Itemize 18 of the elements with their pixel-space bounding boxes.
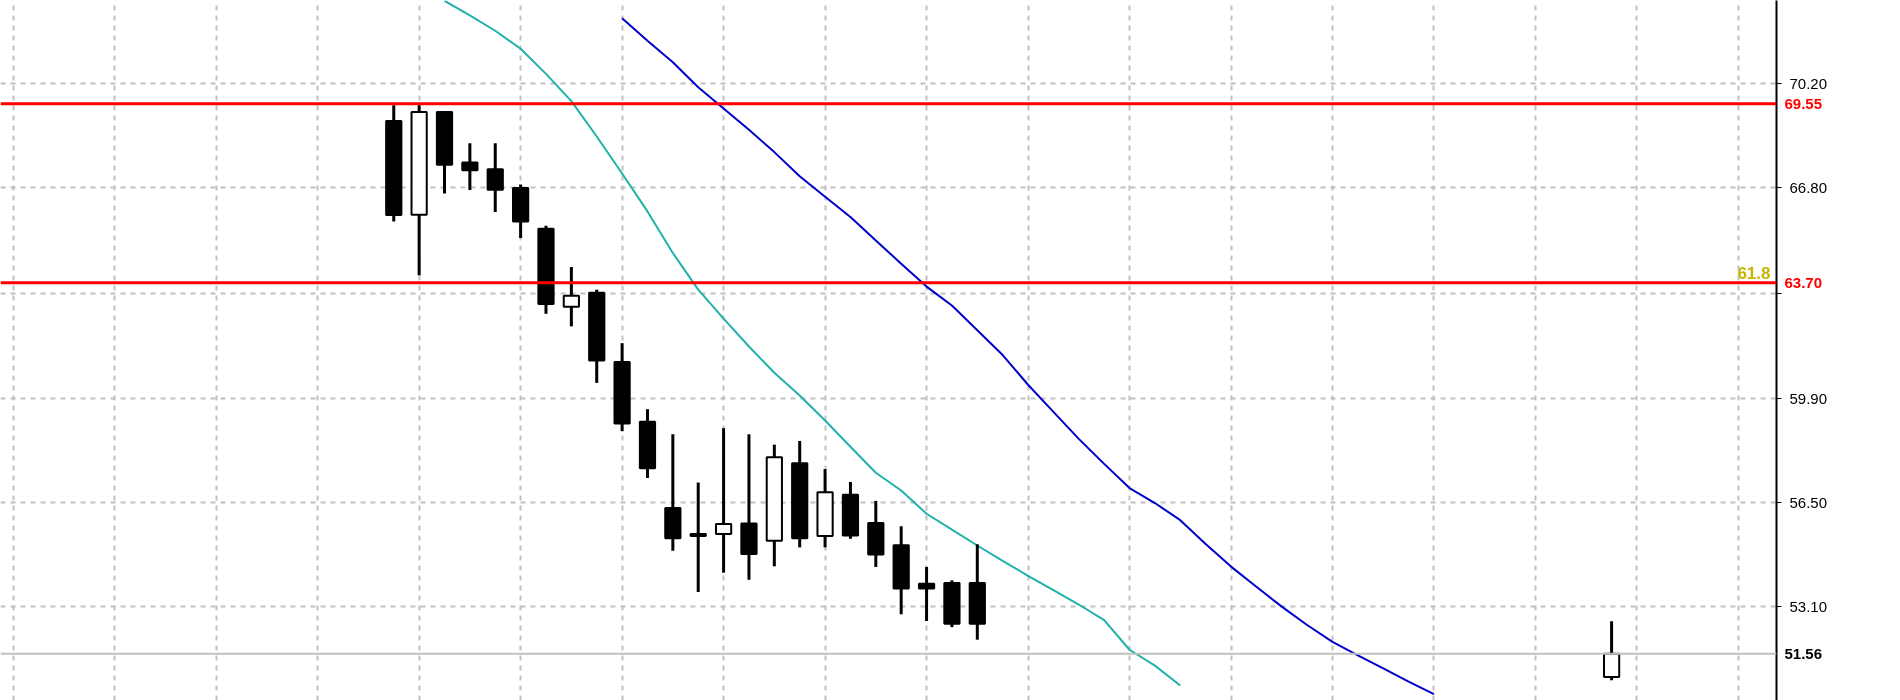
line-series — [443, 0, 1182, 687]
candlestick — [562, 267, 580, 327]
ref-line-label: 51.56 — [1784, 644, 1823, 662]
line-series — [621, 17, 1435, 696]
candlestick — [486, 143, 504, 213]
candlestick — [461, 143, 479, 191]
y-tick-label: 53.10 — [1789, 597, 1828, 615]
ref-line-label: 69.55 — [1784, 94, 1823, 112]
candlestick — [689, 482, 707, 592]
candlestick — [1602, 621, 1621, 681]
y-tick-label: 66.80 — [1789, 178, 1828, 196]
annotation: 61.8 — [1737, 263, 1771, 283]
candlestick — [714, 428, 733, 573]
y-tick-label: 70.20 — [1789, 74, 1828, 92]
ref-line-label: 63.70 — [1784, 273, 1823, 291]
y-tick-label: 59.90 — [1789, 389, 1828, 407]
candlestick — [917, 565, 936, 622]
y-tick-label: 56.50 — [1789, 493, 1828, 511]
